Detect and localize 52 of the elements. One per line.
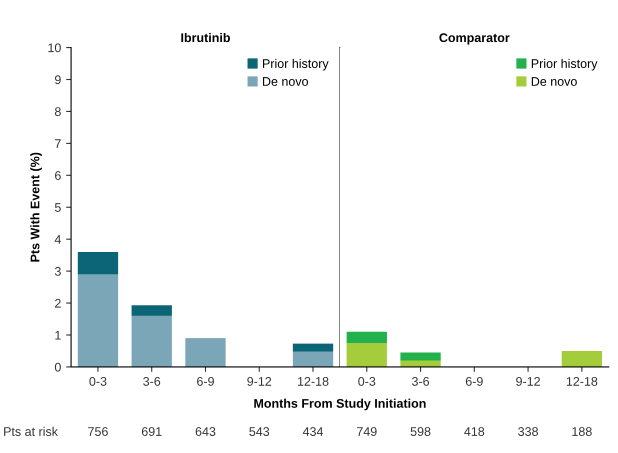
bar <box>292 352 334 367</box>
x-tick-label: 6-9 <box>466 376 483 386</box>
bar <box>78 274 118 367</box>
bar <box>346 332 387 343</box>
y-tick-label: 0 <box>54 362 61 372</box>
x-tick-label: 12-18 <box>298 376 328 386</box>
y-tick-label: 4 <box>54 235 61 244</box>
x-tick-label: 9-12 <box>247 376 272 386</box>
y-tick-label: 6 <box>55 171 61 180</box>
bar <box>292 344 334 352</box>
y-tick-label: 1 <box>55 330 61 340</box>
bar <box>78 252 118 274</box>
y-tick-label: 10 <box>48 43 61 52</box>
text: 749 <box>356 427 377 436</box>
y-tick-label: 5 <box>54 203 61 212</box>
x-tick-label: 0-3 <box>358 376 376 386</box>
x-tick-label: 12-18 <box>566 376 598 386</box>
text: 338 <box>518 427 538 436</box>
x-tick-label: 3-6 <box>412 376 430 386</box>
y-tick-label: 8 <box>54 107 61 116</box>
chart-title: Ibrutinib <box>181 32 230 42</box>
text: 598 <box>410 427 430 436</box>
text: 434 <box>302 427 324 436</box>
bar <box>132 316 172 367</box>
text: 188 <box>572 427 592 436</box>
x-tick-label: 3-6 <box>143 376 160 386</box>
bar <box>562 350 602 367</box>
x-tick-label: 6-9 <box>197 376 214 386</box>
bar <box>132 305 172 316</box>
text: 543 <box>249 427 270 436</box>
x-tick-label: 0-3 <box>89 376 106 386</box>
legend-label: Prior history <box>532 58 598 70</box>
y-tick-label: 3 <box>54 266 61 276</box>
bar <box>346 342 387 367</box>
text: 691 <box>142 427 162 436</box>
y-tick-label: 7 <box>55 139 61 148</box>
legend-label: De novo <box>532 77 577 86</box>
y-tick-label: 2 <box>55 298 61 308</box>
text: 418 <box>464 427 484 436</box>
y-tick-label: 9 <box>54 75 61 84</box>
legend-label: De novo <box>263 77 308 86</box>
bar <box>400 360 441 367</box>
y-axis-title: Pts With Event (%) <box>30 152 42 262</box>
text: Pts at risk <box>4 426 58 436</box>
x-axis-title: Months From Study Initiation <box>254 398 426 410</box>
text: 756 <box>88 427 108 436</box>
bar <box>400 352 441 361</box>
chart-title: Comparator <box>439 33 510 45</box>
bar <box>185 338 226 367</box>
legend-label: Prior history <box>263 58 329 70</box>
x-tick-label: 9-12 <box>516 376 540 386</box>
text: 643 <box>196 427 216 436</box>
